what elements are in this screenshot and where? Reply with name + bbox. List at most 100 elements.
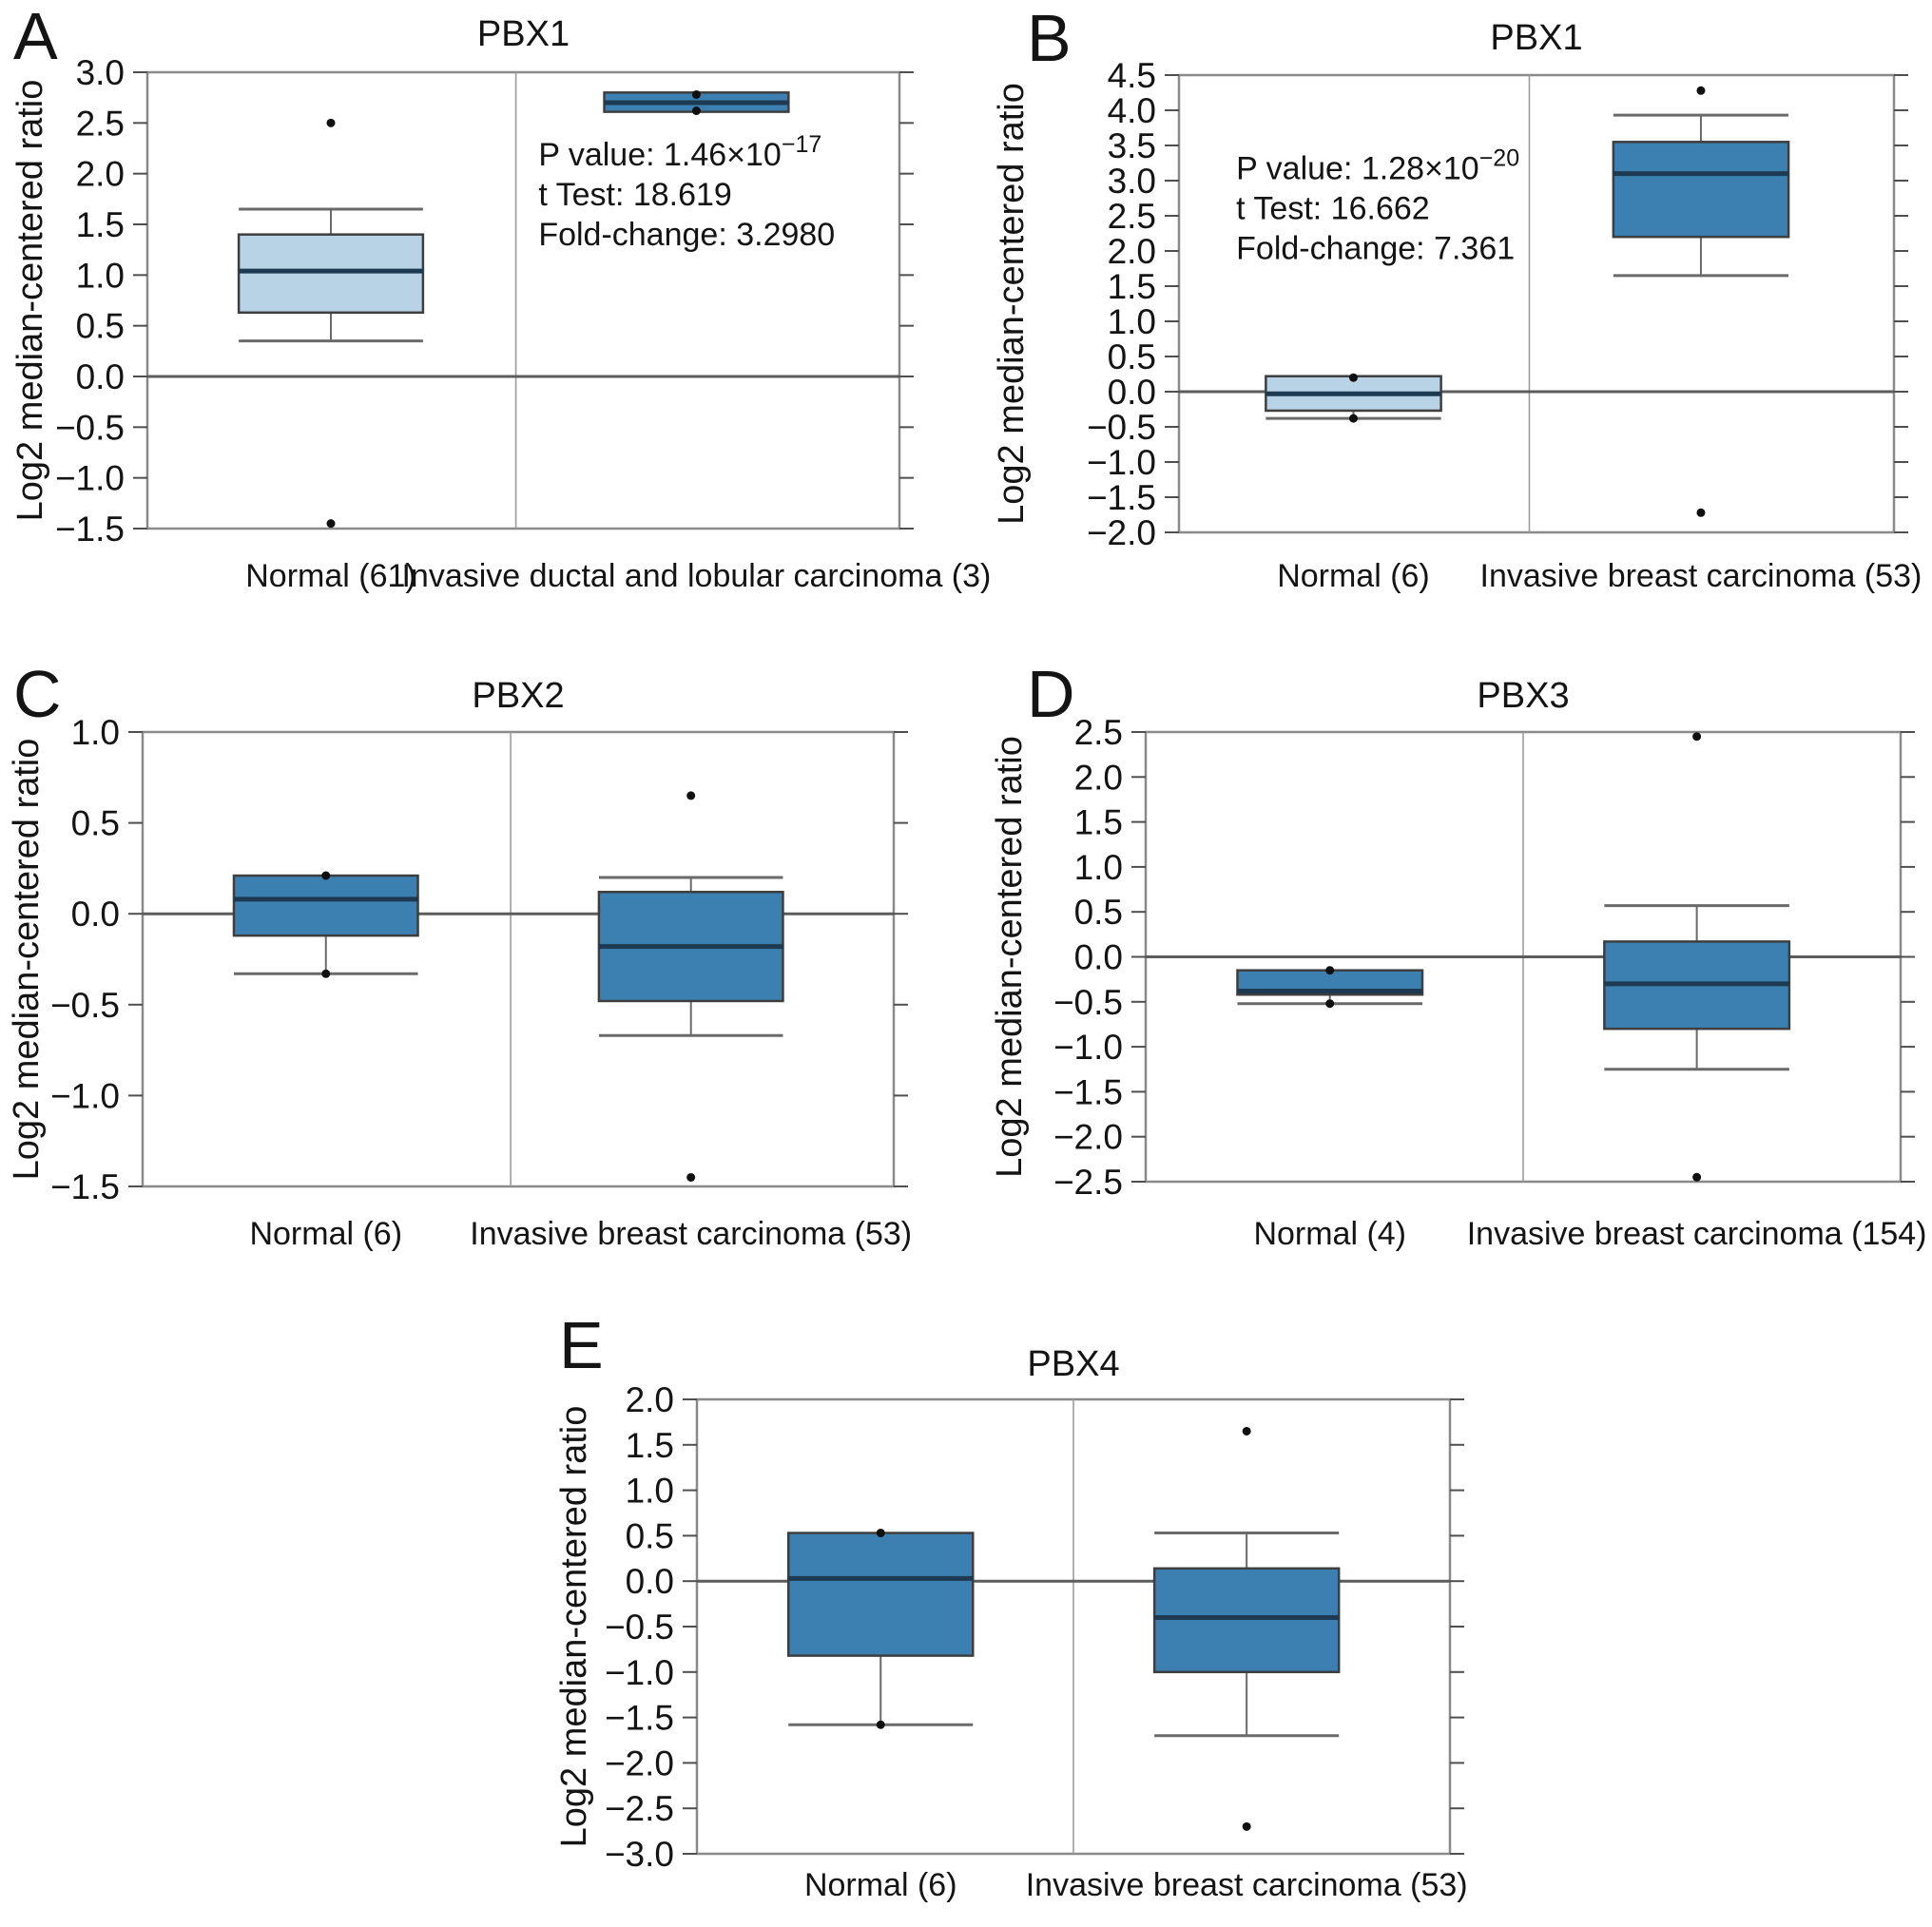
stats-annotation-text: t Test: 16.662 (1236, 191, 1430, 227)
data-point-dot (321, 871, 331, 880)
y-axis-label: Log2 median-centered ratio (554, 1406, 594, 1848)
stats-annotation-text: Fold-change: 3.2980 (538, 217, 835, 253)
y-tick-label: 0.5 (1074, 893, 1123, 932)
stats-annotation-line: Fold-change: 3.2980 (538, 217, 835, 253)
box-normal (786, 1532, 975, 1657)
data-point-dot (691, 106, 701, 116)
data-point-dot (876, 1529, 885, 1538)
y-tick-label: 3.0 (1108, 162, 1156, 201)
y-tick-label: 4.5 (1108, 56, 1156, 95)
outlier-dot (1242, 1821, 1251, 1831)
x-axis-group-label: Invasive breast carcinoma (53) (1026, 1867, 1468, 1903)
x-axis-group-label: Normal (4) (1253, 1216, 1406, 1252)
y-tick-label: −1.0 (50, 1076, 120, 1115)
outlier-dot (1692, 732, 1702, 742)
panel-letter: D (1027, 657, 1075, 731)
data-point-dot (1348, 373, 1358, 382)
y-tick-label: 4.0 (1108, 91, 1156, 130)
y-tick-label: −1.0 (1053, 1028, 1123, 1067)
x-axis-group-label: Normal (6) (1277, 558, 1430, 594)
panel-letter: B (1027, 1, 1072, 75)
y-tick-label: 3.0 (76, 53, 125, 92)
data-point-dot (1348, 414, 1358, 423)
y-tick-label: −1.5 (605, 1699, 674, 1738)
y-tick-label: 2.0 (1074, 758, 1123, 797)
outlier-dot (1696, 508, 1706, 517)
outlier-dot (326, 118, 336, 127)
data-point-dot (1325, 999, 1335, 1009)
y-tick-label: 1.5 (1074, 803, 1123, 842)
plot-title: PBX1 (477, 14, 570, 54)
y-tick-label: −2.0 (1087, 513, 1156, 552)
plot-title: PBX1 (1490, 18, 1582, 58)
y-tick-label: 0.0 (76, 357, 125, 396)
y-tick-label: 0.5 (1108, 337, 1156, 376)
panel-B: B PBX1 Log2 median-centered ratio 4.54.03.5… (992, 1, 1922, 594)
x-axis-group-label: Invasive breast carcinoma (53) (470, 1216, 912, 1252)
box-carcinoma (1152, 1567, 1341, 1674)
stats-annotation-text: P value: 1.46×10 (538, 137, 782, 173)
box-carcinoma (1612, 141, 1790, 239)
outlier-dot (686, 1172, 696, 1182)
y-tick-label: 1.0 (1074, 848, 1123, 887)
y-tick-label: 0.0 (1074, 938, 1123, 977)
y-tick-label: 3.5 (1108, 126, 1156, 165)
y-tick-label: −1.0 (1087, 443, 1156, 482)
stats-annotation-text: P value: 1.28×10 (1236, 151, 1479, 187)
outlier-dot (1242, 1426, 1251, 1436)
y-axis-label: Log2 median-centered ratio (990, 736, 1030, 1178)
panel-E: E PBX4 Log2 median-centered ratio 2.0 1.5 1.0… (554, 1308, 1468, 1903)
stats-annotation-line: P value: 1.28×10−20 (1236, 145, 1519, 187)
y-tick-label: −1.5 (50, 1167, 120, 1206)
y-tick-label: 1.5 (1108, 267, 1156, 306)
y-tick-label: −1.0 (55, 459, 125, 498)
data-point-dot (691, 89, 701, 99)
y-tick-label: 2.5 (1074, 713, 1123, 752)
y-tick-label: 0.5 (76, 307, 125, 346)
y-tick-label: 0.0 (71, 895, 120, 934)
panel-letter: E (559, 1308, 604, 1382)
y-tick-label: 2.5 (76, 104, 125, 143)
outlier-dot (1696, 86, 1706, 95)
y-tick-label: −2.5 (605, 1789, 674, 1828)
panel-C: C PBX2 Log2 median-centered ratio 1.0 0.5 0.0… (7, 657, 912, 1252)
y-tick-label: 1.0 (1108, 302, 1156, 341)
y-tick-label: 1.5 (76, 205, 125, 244)
y-tick-label: −2.0 (605, 1744, 674, 1782)
x-axis-group-label: Normal (6) (249, 1216, 402, 1252)
stats-annotation-text: t Test: 18.619 (538, 177, 732, 213)
y-tick-label: 0.0 (626, 1562, 674, 1601)
stats-annotation-exponent: −17 (782, 131, 821, 158)
y-tick-label: 1.5 (626, 1426, 674, 1465)
plot-title: PBX2 (472, 676, 564, 716)
panel-D: D PBX3 Log2 median-centered ratio 2.5 2.0 1.5… (990, 657, 1927, 1252)
outlier-dot (326, 519, 336, 529)
y-tick-label: −0.5 (50, 986, 120, 1025)
box-normal (232, 874, 419, 937)
y-tick-label: −0.5 (1053, 983, 1123, 1022)
panel-A: A PBX1 Log2 median-centered ratio 3.0 2.5 2.0… (10, 0, 991, 594)
y-tick-label: −2.0 (1053, 1118, 1123, 1157)
x-axis-group-label: Invasive breast carcinoma (53) (1480, 558, 1922, 594)
panel-letter: C (13, 657, 62, 731)
x-axis-group-label: Normal (61) (245, 558, 415, 594)
y-tick-label: −3.0 (605, 1835, 674, 1874)
y-tick-label: −1.0 (605, 1653, 674, 1692)
y-tick-label: 2.0 (1108, 232, 1156, 271)
plot-title: PBX3 (1477, 676, 1569, 716)
y-axis-label: Log2 median-centered ratio (992, 83, 1032, 525)
plot-frame (141, 730, 896, 1188)
y-tick-label: 0.5 (626, 1516, 674, 1555)
box-normal (237, 233, 425, 315)
data-point-dot (321, 969, 331, 978)
stats-annotation-line: P value: 1.46×10−17 (538, 131, 821, 173)
data-point-dot (876, 1720, 885, 1729)
plot-title: PBX4 (1027, 1344, 1119, 1384)
y-tick-label: 1.0 (626, 1472, 674, 1511)
x-axis-group-label: Invasive ductal and lobular carcinoma (3… (401, 558, 991, 594)
stats-annotation-line: t Test: 18.619 (538, 177, 732, 213)
plot-frame (1177, 73, 1896, 534)
stats-annotation-text: Fold-change: 7.361 (1236, 231, 1515, 267)
stats-annotation-exponent: −20 (1479, 145, 1519, 172)
